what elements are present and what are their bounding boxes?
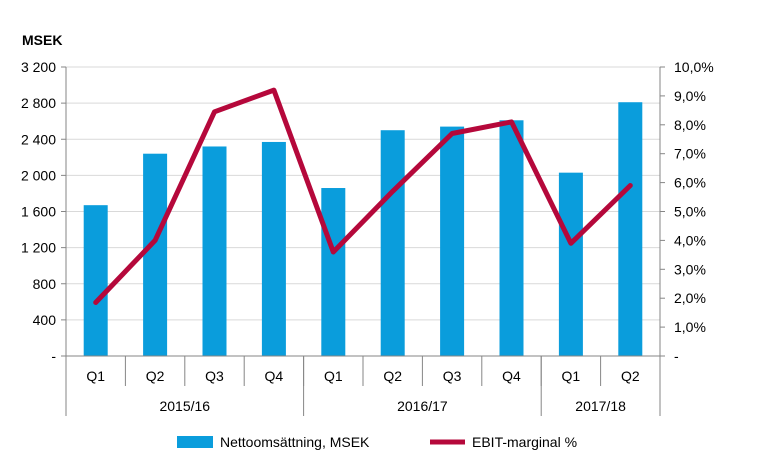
bar [83,205,108,356]
bar [440,126,465,356]
category-label: Q3 [205,368,224,384]
left-tick-label: 2 400 [21,131,56,147]
axes [61,66,665,416]
left-tick-label: 800 [33,276,57,292]
right-tick-label: 8,0% [674,117,706,133]
category-label: Q2 [383,368,402,384]
y-axis-unit-label: MSEK [22,32,62,48]
right-tick-label: 7,0% [674,146,706,162]
category-label: Q4 [265,368,284,384]
legend-line-label: EBIT-marginal % [472,434,577,450]
legend-bar-swatch [177,436,213,448]
bar [202,146,227,356]
ebit-margin-line [93,87,633,305]
left-tick-label: 1 600 [21,204,56,220]
category-label: Q2 [146,368,165,384]
bar [558,172,583,356]
category-label: Q2 [621,368,640,384]
bar [499,120,524,356]
group-label: 2016/17 [397,398,448,414]
bar [321,188,346,356]
left-axis-ticks: - 400 800 1 200 1 600 2 000 2 400 2 800 3 200 [21,59,56,364]
bar [261,141,286,356]
bar [143,153,168,356]
bar [380,130,405,356]
x-axis-category-labels: Q1 Q2 Q3 Q4 Q1 Q2 Q3 Q4 Q1 Q2 2015/16 2016/17 2017/1… [86,368,639,414]
left-tick-label: 1 200 [21,240,56,256]
line-series [93,87,633,305]
left-tick-label: 3 200 [21,59,56,75]
category-label: Q1 [86,368,105,384]
legend: Nettoomsättning, MSEK EBIT-marginal % [177,434,577,450]
left-tick-label: 2 000 [21,167,56,183]
legend-bar-label: Nettoomsättning, MSEK [220,434,370,450]
right-tick-label: 5,0% [674,204,706,220]
right-tick-label: - [674,348,679,364]
right-tick-label: 9,0% [674,88,706,104]
right-tick-label: 4,0% [674,232,706,248]
right-tick-label: 10,0% [674,59,714,75]
bar-series [83,102,643,356]
right-axis-ticks: - 1,0% 2,0% 3,0% 4,0% 5,0% 6,0% 7,0% 8,0% 9,0% 10,… [674,59,714,364]
category-label: Q1 [562,368,581,384]
right-tick-label: 2,0% [674,290,706,306]
group-label: 2015/16 [159,398,210,414]
right-tick-label: 3,0% [674,261,706,277]
left-tick-label: 2 800 [21,95,56,111]
left-tick-label: 400 [33,312,57,328]
right-tick-label: 6,0% [674,175,706,191]
group-label: 2017/18 [575,398,626,414]
right-tick-label: 1,0% [674,319,706,335]
category-label: Q4 [502,368,521,384]
category-label: Q1 [324,368,343,384]
left-tick-label: - [51,348,56,364]
bar [618,102,643,356]
category-label: Q3 [443,368,462,384]
